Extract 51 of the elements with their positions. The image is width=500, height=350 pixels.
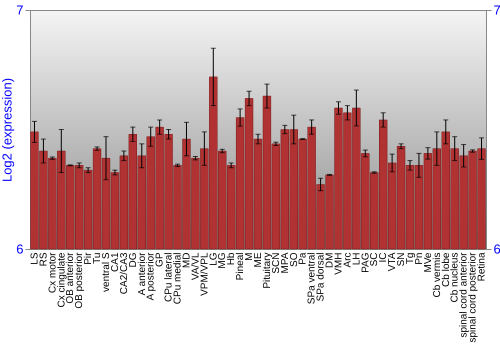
x-tick-label: Cx motor [47,252,58,294]
x-tick-label: PAG [360,252,372,273]
x-tick-label: SN [396,252,408,266]
x-tick-label: M [244,252,256,261]
y-axis-title: Log2 (expression) [0,78,14,182]
y2-tick-label: 7 [494,2,500,18]
x-tick-label: CA1 [110,252,121,272]
x-tick-label: Pineal [235,252,246,280]
x-tick-label: MD [181,252,192,268]
x-tick-label: Tg [405,252,416,264]
x-tick-label: GP [154,252,166,267]
x-tick-label: spinal cord anterior [458,252,470,338]
x-tick-label: Cb lobe [440,252,452,287]
x-tick-label: IC [378,252,390,262]
x-tick-label: ME [253,252,264,268]
x-tick-label: A anterior [136,252,148,296]
x-tick-label: ventral S [101,252,112,292]
x-tick-label: LH [351,252,362,266]
x-tick-label: OB anterior [65,252,76,304]
x-tick-label: MVe [422,252,434,273]
x-tick-label: VTA [387,252,398,272]
x-tick-label: Cx cingulate [56,252,68,308]
x-tick-label: DG [128,252,139,268]
x-tick-label: SC [369,252,380,266]
x-tick-label: Pituitary [262,252,273,289]
x-tick-label: SO [288,252,300,267]
x-tick-label: SCN [270,252,282,274]
x-tick-label: Tu [92,252,104,264]
x-tick-label: Cb vermis [432,252,443,298]
x-tick-label: Pir [83,252,94,265]
x-tick-label: SPa dorsal [316,252,327,302]
x-tick-label: CA2/CA3 [118,252,130,294]
x-tick-label: Retina [476,252,488,282]
x-tick-label: MPA [280,252,291,274]
x-tick-label: VA/VL [190,252,202,280]
x-tick-label: VMH [333,252,344,275]
x-tick-label: Pn [414,252,425,265]
x-tick-label: DM [324,252,336,268]
x-tick-label: A posterior [146,252,157,300]
x-tick-label: Hb [226,252,238,266]
x-tick-label: Cb nucleus [450,252,461,303]
x-tick-label: LG [208,252,220,266]
x-tick-label: CPu medial [172,252,184,304]
x-tick-label: spinal cord posterior [468,252,479,343]
x-tick-label: LS [29,252,40,265]
x-tick-label: Pa [298,252,309,265]
x-tick-label: Arc [342,252,354,268]
y2-tick-label: 6 [494,242,500,256]
x-tick-label: VPM/VPL [199,252,210,296]
x-tick-label: RS [38,252,50,266]
x-tick-label: OB posterior [74,252,86,309]
